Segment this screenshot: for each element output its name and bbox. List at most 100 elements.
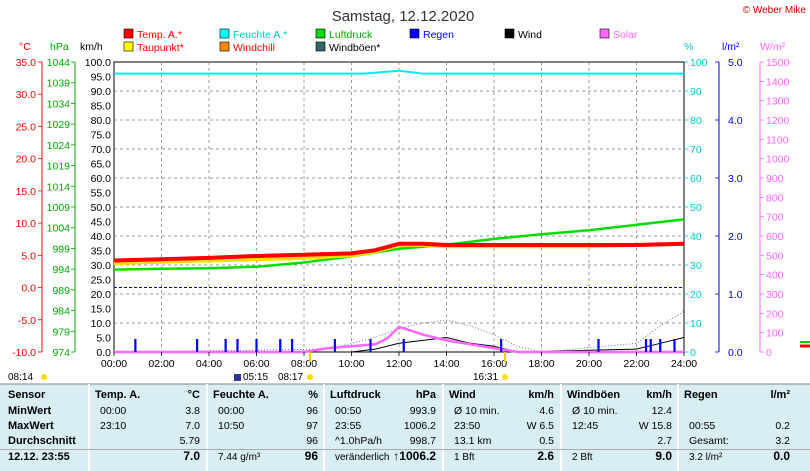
table-column-title: Luftdruck (330, 389, 382, 401)
table-cell-value: 96 (306, 405, 318, 417)
table-cell-value: 998.7 (410, 435, 436, 447)
table-column-unit: °C (188, 389, 200, 401)
legend-swatch (315, 41, 326, 52)
legend-swatch (123, 28, 134, 39)
pressure-tick-label: 1044 (47, 57, 71, 69)
table-cell-label: 3.2 l/m² (689, 452, 723, 463)
humidity-tick-label: 40 (690, 231, 702, 243)
solar-tick-label: 400 (766, 270, 784, 282)
legend-label: Windchill (233, 42, 275, 54)
humidity-tick-label: 100 (690, 57, 708, 69)
rain-tick-label: 3.0 (728, 173, 743, 185)
table-column-title: Feuchte A. (213, 389, 269, 401)
solar-tick-label: 500 (766, 250, 784, 262)
wind-tick-label: 55.0 (91, 188, 112, 200)
wind-tick-label: 70.0 (91, 144, 112, 156)
table-cell-label: 00:00 (100, 405, 126, 417)
table-column-title: Temp. A. (95, 389, 140, 401)
pressure-tick-label: 989 (52, 285, 70, 297)
series-line-tempa (113, 241, 685, 263)
sunrise-icon (307, 374, 313, 380)
table-cell-label: Ø 10 min. (454, 405, 500, 417)
temp-tick-label: 0.0 (21, 283, 36, 295)
solar-tick-label: 300 (766, 289, 784, 301)
table-cell-value: ↑1006.2 (393, 449, 436, 463)
pressure-tick-label: 999 (52, 243, 70, 255)
wind-tick-label: 95.0 (91, 72, 112, 84)
pressure-tick-label: 1024 (47, 140, 71, 152)
solar-axis-unit: W/m² (760, 41, 786, 53)
table-cell-value: 96 (305, 449, 319, 463)
legend-label: Wind (518, 29, 542, 41)
temp-tick-label: -10.0 (12, 347, 36, 359)
humidity-tick-label: 80 (690, 115, 702, 127)
wind-tick-label: 20.0 (91, 289, 112, 301)
table-cell-value: 0.2 (775, 420, 790, 432)
temp-tick-label: 10.0 (16, 218, 37, 230)
time-tick-label: 08:00 (291, 358, 317, 370)
legend-swatch (409, 28, 420, 39)
time-tick-label: 22:00 (623, 358, 649, 370)
table-cell-value: 9.0 (655, 449, 672, 463)
table-cell-label: 23:55 (335, 420, 361, 432)
table-cell-value: 5.79 (180, 435, 201, 447)
humidity-tick-label: 60 (690, 173, 702, 185)
solar-tick-label: 100 (766, 328, 784, 340)
humidity-tick-label: 20 (690, 289, 702, 301)
moon-time-label: 08:14 (8, 372, 33, 383)
legend-swatch (599, 28, 610, 39)
plot-area (113, 61, 685, 354)
series-line-solar (114, 325, 684, 354)
temp-tick-label: 15.0 (16, 186, 37, 198)
table-cell-label: Gesamt: (689, 435, 729, 447)
time-tick-label: 10:00 (338, 358, 364, 370)
wind-tick-label: 50.0 (91, 202, 112, 214)
time-tick-label: 20:00 (576, 358, 602, 370)
pressure-tick-label: 974 (52, 347, 70, 359)
table-cell-label: 00:55 (689, 420, 715, 432)
wind-tick-label: 90.0 (91, 86, 112, 98)
legend-swatch (504, 28, 515, 39)
wind-tick-label: 0.0 (96, 347, 111, 359)
table-cell-label: 1 Bft (454, 452, 475, 463)
rain-axis-unit: l/m² (722, 41, 740, 53)
table-row-divider (0, 449, 810, 450)
time-tick-label: 16:00 (481, 358, 507, 370)
humidity-tick-label: 30 (690, 260, 702, 272)
table-cell-value: 96 (306, 435, 318, 447)
legend-swatch (219, 28, 230, 39)
table-cell-label: 10:50 (218, 420, 244, 432)
time-tick-label: 04:00 (196, 358, 222, 370)
rain-tick-label: 1.0 (728, 289, 743, 301)
table-cell-value: 2.6 (537, 449, 554, 463)
table-row-label: MaxWert (8, 420, 54, 432)
table-cell-value: 993.9 (410, 405, 436, 417)
legend-swatch (123, 41, 134, 52)
solar-tick-label: 1100 (766, 134, 789, 146)
table-row-label: Durchschnitt (8, 435, 76, 447)
wind-tick-label: 100.0 (85, 57, 111, 69)
wind-axis-unit: km/h (80, 41, 103, 53)
wind-tick-label: 65.0 (91, 159, 112, 171)
solar-tick-label: 800 (766, 192, 784, 204)
moon-icon (41, 374, 47, 380)
legend-swatch (315, 28, 326, 39)
table-cell-label: 23:10 (100, 420, 126, 432)
rain-tick-label: 4.0 (728, 115, 743, 127)
table-cell-value: W 15.8 (639, 420, 672, 432)
table-column-title: Wind (449, 389, 476, 401)
pressure-tick-label: 1019 (47, 161, 71, 173)
time-tick-label: 02:00 (148, 358, 174, 370)
time-tick-label: 14:00 (433, 358, 459, 370)
wind-tick-label: 10.0 (91, 318, 112, 330)
solar-tick-label: 0 (766, 347, 772, 359)
table-column-title: Windböen (567, 389, 620, 401)
legend-label: Temp. A.* (137, 29, 182, 41)
solar-tick-label: 700 (766, 212, 784, 224)
temp-tick-label: 35.0 (16, 57, 37, 69)
temp-tick-label: -5.0 (18, 315, 36, 327)
temp-axis-unit: °C (19, 41, 31, 53)
table-cell-label: 00:50 (335, 405, 361, 417)
pressure-tick-label: 1029 (47, 119, 71, 131)
